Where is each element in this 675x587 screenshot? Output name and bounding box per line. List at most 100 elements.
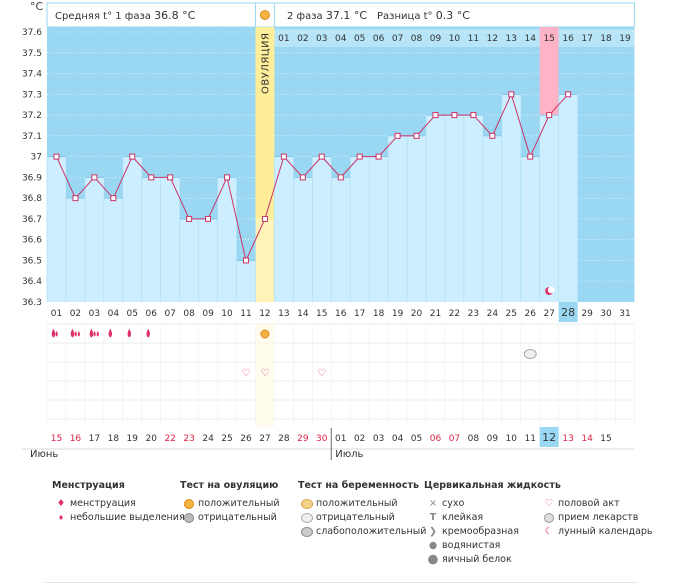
phase2-day-label: 14 bbox=[524, 34, 536, 44]
egg-white-icon: ⬤ bbox=[427, 554, 439, 565]
legend-ovulation-test-title: Тест на овуляцию bbox=[180, 480, 279, 491]
y-tick-label: 36.6 bbox=[22, 236, 42, 246]
legend-cervical-item: водянистая bbox=[442, 540, 501, 551]
moon-marker-cut bbox=[547, 286, 555, 294]
temperature-point bbox=[546, 112, 553, 119]
legend-cervical-item: сухо bbox=[442, 498, 465, 509]
header-box bbox=[46, 2, 635, 28]
date-label: 28 bbox=[278, 434, 290, 444]
cycle-day-label: 28 bbox=[561, 306, 575, 319]
date-label: 25 bbox=[221, 434, 232, 444]
temperature-bar bbox=[501, 94, 521, 302]
phase2-day-label: 02 bbox=[297, 34, 308, 44]
menstruation-drop-icon bbox=[70, 328, 75, 338]
sticky-icon: T bbox=[429, 512, 437, 523]
date-label: 09 bbox=[487, 434, 499, 444]
legend-other: . ♡половой акт прием лекарств ☾лунный ка… bbox=[540, 480, 653, 539]
temperature-point bbox=[508, 91, 515, 98]
cycle-day-label: 13 bbox=[278, 309, 289, 319]
pill-icon bbox=[540, 511, 558, 525]
date-label: 16 bbox=[70, 434, 82, 444]
date-label: 03 bbox=[373, 434, 384, 444]
date-label: 12 bbox=[542, 431, 556, 444]
heart-icon: ♡ bbox=[544, 498, 554, 509]
date-label: 10 bbox=[506, 434, 518, 444]
bbt-chart: 01 02 03 04 05 06 07 08 09 10 11 12 13 14 15 16 17 18 19 37… bbox=[22, 2, 635, 460]
phase2-day-label: 06 bbox=[373, 34, 385, 44]
phase2-day-label: 18 bbox=[600, 34, 612, 44]
temperature-point bbox=[186, 215, 193, 222]
cycle-day-label: 09 bbox=[202, 309, 214, 319]
legend-pregnancy-test: Тест на беременность положительный отриц… bbox=[298, 480, 426, 539]
temperature-bar bbox=[482, 135, 502, 302]
menstruation-drop-icon bbox=[108, 328, 113, 338]
legend-pregnancy-item: отрицательный bbox=[316, 512, 395, 523]
heart-icon: ♡ bbox=[260, 368, 269, 379]
phase2-day-label: 05 bbox=[354, 34, 365, 44]
date-label: 17 bbox=[89, 434, 100, 444]
date-label: 18 bbox=[108, 434, 120, 444]
temperature-bar bbox=[539, 115, 559, 302]
temperature-bar bbox=[103, 198, 123, 302]
temperature-point bbox=[53, 153, 60, 160]
y-tick-label: 37 bbox=[31, 153, 42, 163]
phase1-label: Средняя t° 1 фаза bbox=[55, 11, 151, 22]
cycle-day-label: 21 bbox=[430, 309, 441, 319]
temperature-point bbox=[72, 195, 79, 202]
legend-menstruation-item: небольшие выделения bbox=[70, 512, 185, 523]
cycle-day-label: 06 bbox=[145, 309, 157, 319]
temperature-point bbox=[280, 153, 287, 160]
temperature-bar bbox=[141, 177, 161, 302]
legend-menstruation: Менструация ♦ менструация ♦ небольшие выде… bbox=[52, 480, 185, 525]
temperature-point bbox=[148, 174, 155, 181]
temperature-point bbox=[242, 257, 249, 264]
pregnancy-test-icon bbox=[523, 349, 537, 359]
cycle-day-label: 26 bbox=[524, 309, 536, 319]
cycle-day-label: 10 bbox=[221, 309, 233, 319]
drop-small-icon: ♦ bbox=[57, 514, 65, 522]
y-tick-label: 37.6 bbox=[22, 28, 42, 38]
watery-icon: ● bbox=[428, 540, 438, 551]
temperature-point bbox=[224, 174, 231, 181]
cycle-day-label: 27 bbox=[543, 309, 554, 319]
temperature-point bbox=[489, 132, 496, 139]
y-tick-label: 37.4 bbox=[22, 70, 42, 80]
y-tick-label: 36.5 bbox=[22, 256, 42, 266]
cycle-day-label: 30 bbox=[600, 309, 612, 319]
cycle-day-label: 02 bbox=[70, 309, 81, 319]
date-label: 07 bbox=[449, 434, 460, 444]
legend-cervical-item: клейкая bbox=[442, 512, 484, 523]
phase1-average: Средняя t° 1 фаза 36.8 °C bbox=[55, 9, 195, 22]
current-day-cell bbox=[558, 302, 578, 322]
phase2-day-label: 16 bbox=[562, 34, 574, 44]
moon-icon: ☾ bbox=[544, 526, 554, 537]
temperature-point bbox=[470, 112, 477, 119]
cycle-day-label: 20 bbox=[411, 309, 423, 319]
y-tick-label: 36.8 bbox=[22, 194, 42, 204]
date-label: 26 bbox=[240, 434, 252, 444]
date-label: 27 bbox=[259, 434, 270, 444]
cycle-day-label: 29 bbox=[581, 309, 593, 319]
phase2-day-label: 17 bbox=[581, 34, 592, 44]
cycle-day-label: 05 bbox=[127, 309, 138, 319]
cycle-day-label: 19 bbox=[392, 309, 404, 319]
temperature-bar bbox=[331, 177, 351, 302]
temperature-point bbox=[205, 215, 212, 222]
date-label: 04 bbox=[392, 434, 404, 444]
temperature-bar bbox=[47, 156, 66, 302]
legend-pregnancy-item: слабоположительный bbox=[316, 526, 427, 537]
menstruation-drop-icon bbox=[93, 330, 96, 337]
footer-divider bbox=[45, 582, 637, 583]
ovulation-sun-icon bbox=[259, 10, 270, 20]
date-label: 14 bbox=[581, 434, 593, 444]
y-tick-label: 36.9 bbox=[22, 173, 42, 183]
cycle-day-label: 23 bbox=[468, 309, 479, 319]
temperature-bar bbox=[160, 177, 180, 302]
phase2-day-label: 01 bbox=[278, 34, 289, 44]
pregnancy-negative-icon bbox=[298, 511, 316, 525]
legend-cervical-title: Цервикальная жидкость bbox=[424, 480, 561, 491]
menstruation-drop-icon bbox=[74, 330, 77, 337]
date-label: 30 bbox=[316, 434, 328, 444]
temperature-bar bbox=[463, 115, 483, 302]
